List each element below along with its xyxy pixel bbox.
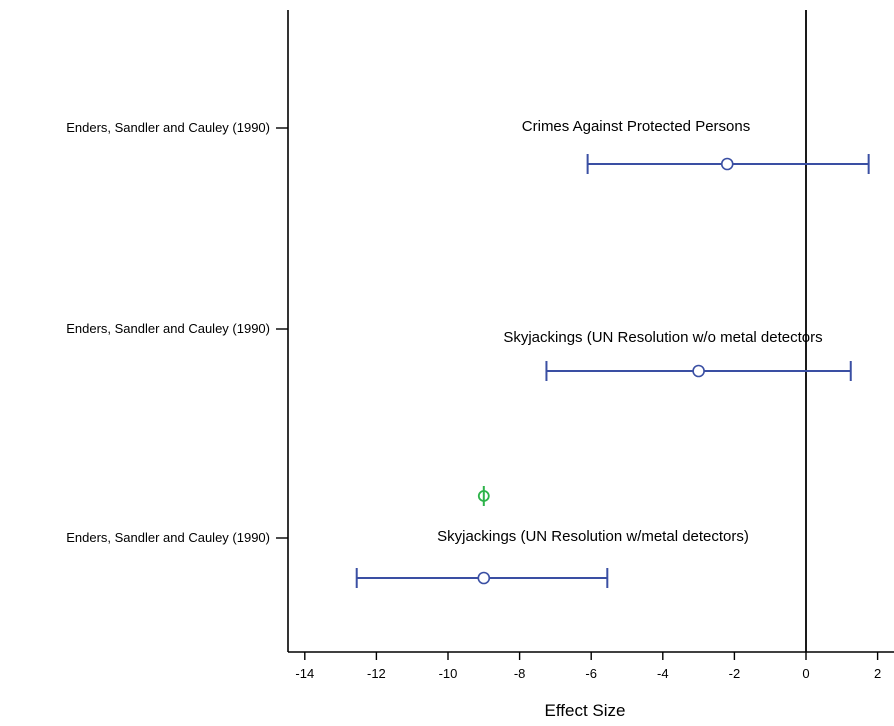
- effect-point: [720, 157, 734, 171]
- study-annotation: Skyjackings (UN Resolution w/metal detec…: [437, 528, 749, 545]
- x-tick-label: -6: [585, 666, 597, 681]
- effect-marks: [355, 10, 870, 652]
- study-label: Enders, Sandler and Cauley (1990): [66, 321, 270, 336]
- effect-point: [692, 364, 705, 378]
- x-tick-label: -10: [439, 666, 458, 681]
- x-tick-label: -2: [729, 666, 741, 681]
- x-axis-title: Effect Size: [545, 701, 626, 720]
- x-tick-label: 2: [874, 666, 881, 681]
- x-ticks: -14 -12 -10 -8 -6 -4 -2 0 2: [295, 652, 881, 681]
- x-tick-label: -14: [295, 666, 314, 681]
- x-tick-label: -8: [514, 666, 526, 681]
- green-marker-point: [477, 490, 490, 502]
- effect-point: [477, 571, 491, 585]
- x-tick-label: -12: [367, 666, 386, 681]
- study-label: Enders, Sandler and Cauley (1990): [66, 530, 270, 545]
- study-rows: Enders, Sandler and Cauley (1990) Crimes …: [66, 118, 822, 545]
- study-label: Enders, Sandler and Cauley (1990): [66, 120, 270, 135]
- study-annotation: Skyjackings (UN Resolution w/o metal det…: [503, 329, 822, 346]
- x-tick-label: 0: [802, 666, 809, 681]
- x-tick-label: -4: [657, 666, 669, 681]
- study-annotation: Crimes Against Protected Persons: [522, 118, 750, 135]
